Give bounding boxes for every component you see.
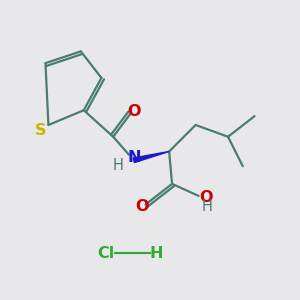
Text: S: S	[34, 123, 46, 138]
Text: N: N	[127, 150, 141, 165]
Text: H: H	[149, 246, 163, 261]
Text: O: O	[199, 190, 213, 205]
Text: H: H	[113, 158, 124, 173]
Text: H: H	[202, 199, 213, 214]
Text: O: O	[135, 199, 149, 214]
Text: Cl: Cl	[97, 246, 115, 261]
Text: O: O	[128, 104, 141, 119]
Polygon shape	[133, 152, 169, 163]
